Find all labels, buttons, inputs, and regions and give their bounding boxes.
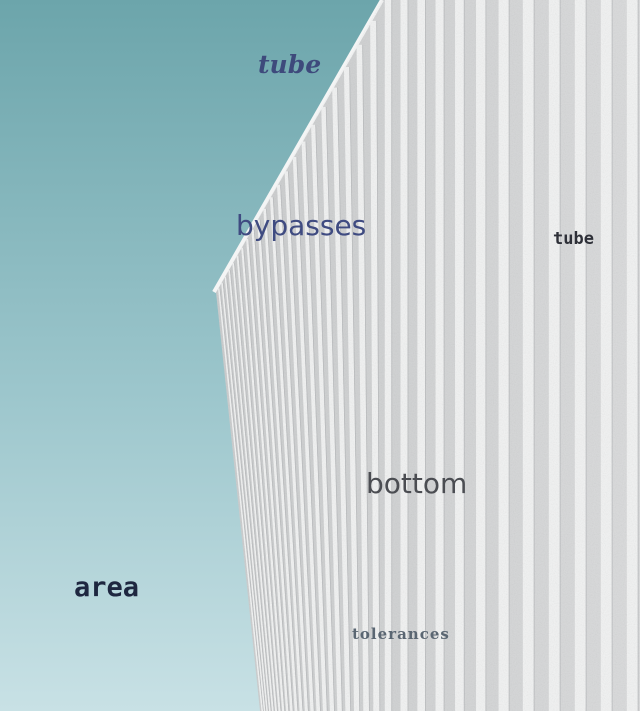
wall-texture <box>216 0 640 711</box>
overlay-word-bypasses: bypasses <box>236 209 367 242</box>
overlay-word-area: area <box>74 572 140 603</box>
overlay-word-tube-top: tube <box>258 50 322 79</box>
roof-edge <box>212 0 384 293</box>
overlay-word-tolerances: tolerances <box>352 625 450 643</box>
overlay-word-bottom: bottom <box>366 467 468 500</box>
overlay-word-tube-right: tube <box>553 229 594 249</box>
